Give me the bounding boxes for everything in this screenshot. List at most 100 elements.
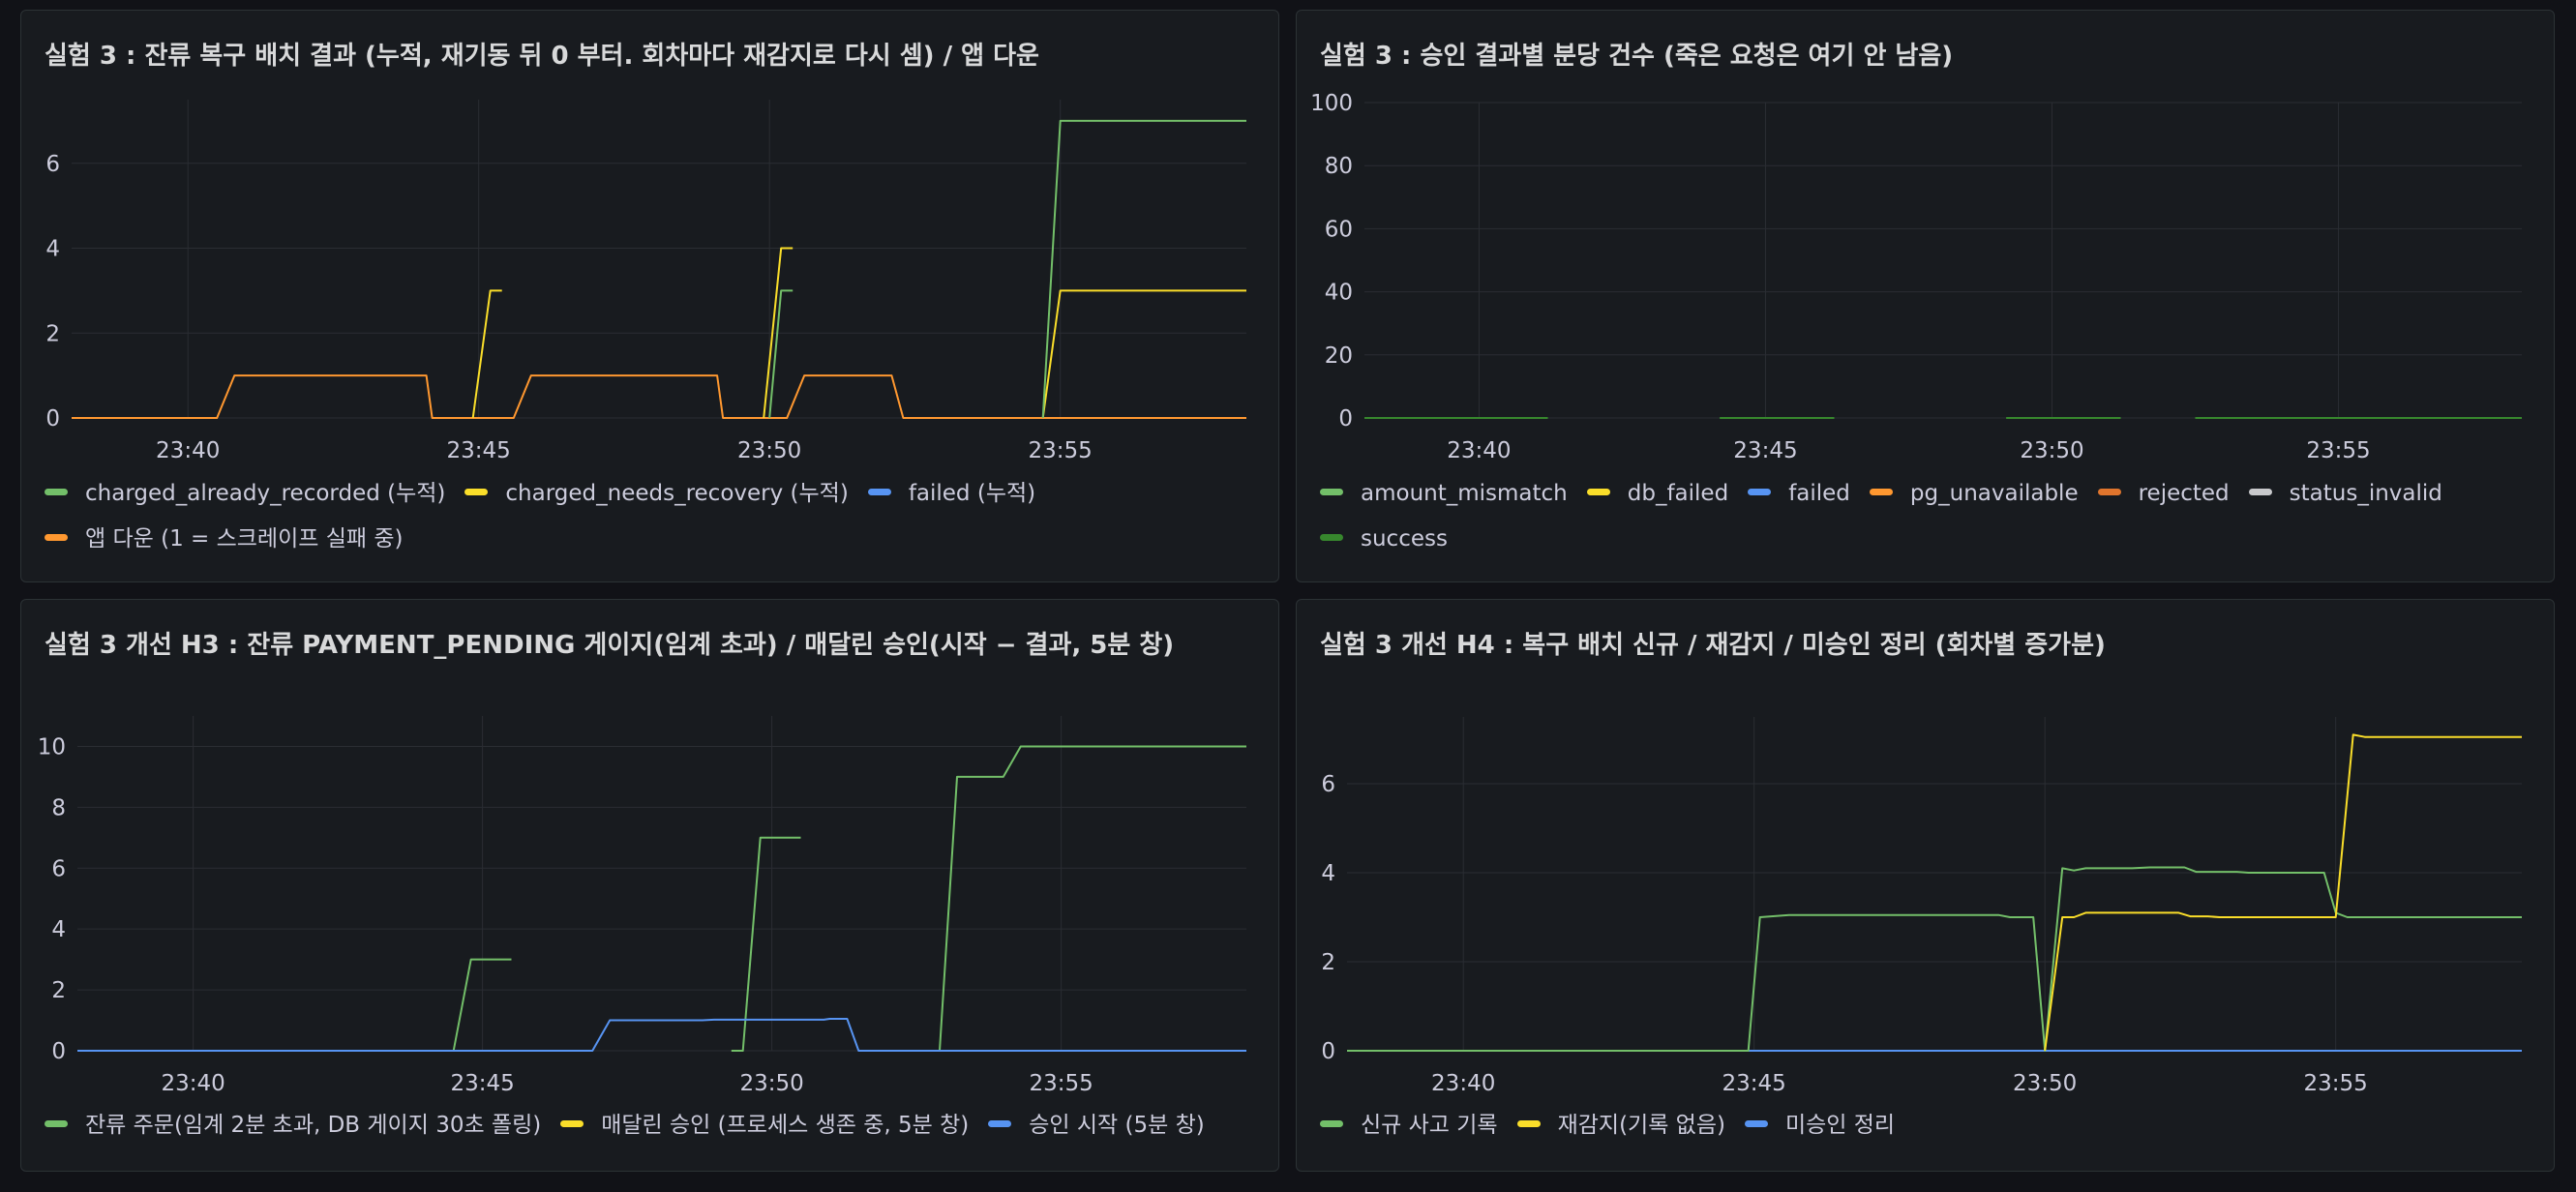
legend-item[interactable]: success: [1320, 517, 1448, 562]
legend: charged_already_recorded (누적) charged_nee…: [45, 471, 1263, 562]
panel-title[interactable]: 실험 3 : 승인 결과별 분당 건수 (죽은 요청은 여기 안 남음): [1320, 42, 1954, 71]
series-line: [72, 374, 1246, 419]
legend-item[interactable]: pg_unavailable: [1869, 471, 2079, 517]
series-line: [2044, 733, 2522, 1052]
legend-label: 승인 시작 (5분 창): [1029, 1113, 1205, 1138]
x-tick-label: 23:55: [1029, 438, 1093, 463]
legend-item[interactable]: amount_mismatch: [1320, 471, 1568, 517]
x-tick-label: 23:50: [737, 438, 801, 463]
legend-item[interactable]: rejected: [2097, 471, 2230, 517]
legend-swatch: [867, 489, 891, 495]
y-tick-label: 8: [51, 795, 66, 820]
chart-1: 0 2 4 6 23:40 23:45 23:50 23:55: [45, 100, 1246, 463]
x-tick-label: 23:45: [1733, 438, 1797, 463]
grid: [1364, 102, 2522, 419]
series-line: [471, 289, 502, 419]
legend-swatch: [1744, 1120, 1768, 1127]
y-tick-label: 80: [1325, 154, 1353, 179]
legend-item[interactable]: 신규 사고 기록: [1320, 1103, 1498, 1148]
series-line: [731, 836, 801, 1052]
x-tick-label: 23:40: [1431, 1071, 1495, 1096]
series-line: [1041, 289, 1246, 419]
legend-item[interactable]: failed: [1748, 471, 1850, 517]
legend-item[interactable]: 매달린 승인 (프로세스 생존 중, 5분 창): [560, 1103, 969, 1148]
x-tick-label: 23:50: [739, 1071, 803, 1096]
panel-4[interactable]: 실험 3 개선 H4 : 복구 배치 신규 / 재감지 / 미승인 정리 (회차…: [1296, 599, 2555, 1172]
series-line: [1041, 119, 1246, 419]
y-tick-label: 6: [51, 856, 66, 881]
x-tick-label: 23:45: [450, 1071, 514, 1096]
legend-item[interactable]: db_failed: [1586, 471, 1729, 517]
panel-title[interactable]: 실험 3 개선 H4 : 복구 배치 신규 / 재감지 / 미승인 정리 (회차…: [1320, 631, 2106, 660]
legend-swatch: [1869, 489, 1893, 495]
legend-swatch: [1516, 1120, 1541, 1127]
y-tick-label: 0: [1321, 1039, 1335, 1064]
series-line: [452, 958, 512, 1052]
y-tick-label: 4: [1321, 861, 1335, 886]
legend-item[interactable]: failed (누적): [867, 471, 1036, 517]
y-tick-label: 6: [1321, 772, 1335, 797]
y-tick-label: 10: [38, 734, 66, 760]
x-tick-label: 23:40: [1447, 438, 1511, 463]
panel-1[interactable]: 실험 3 : 잔류 복구 배치 결과 (누적, 재기동 뒤 0 부터. 회차마다…: [20, 10, 1279, 582]
y-tick-label: 40: [1325, 281, 1353, 306]
legend-swatch: [1320, 534, 1343, 541]
x-tick-label: 23:55: [1029, 1071, 1093, 1096]
legend-item[interactable]: 앱 다운 (1 = 스크레이프 실패 중): [45, 517, 403, 562]
series-line: [939, 745, 1246, 1052]
legend-label: db_failed: [1627, 481, 1729, 506]
x-tick-label: 23:40: [161, 1071, 225, 1096]
legend-swatch: [1320, 1120, 1343, 1127]
y-tick-label: 2: [51, 978, 66, 1003]
legend-label: 잔류 주문(임계 2분 초과, DB 게이지 30초 폴링): [85, 1113, 542, 1138]
y-tick-label: 6: [45, 152, 60, 177]
legend-item[interactable]: charged_needs_recovery (누적): [464, 471, 849, 517]
x-tick-label: 23:55: [2306, 438, 2370, 463]
grid: [77, 716, 1246, 1052]
x-tick-label: 23:45: [1722, 1071, 1786, 1096]
panel-2[interactable]: 실험 3 : 승인 결과별 분당 건수 (죽은 요청은 여기 안 남음) 0 20…: [1296, 10, 2555, 582]
legend-swatch: [2248, 489, 2272, 495]
y-tick-label: 4: [51, 917, 66, 942]
series-line: [768, 289, 794, 419]
chart-3: 0 2 4 6 8 10 23:40 23:45 23:50 23:55: [38, 716, 1246, 1096]
panel-title[interactable]: 실험 3 개선 H3 : 잔류 PAYMENT_PENDING 게이지(임계 초…: [45, 631, 1175, 660]
x-tick-label: 23:55: [2304, 1071, 2368, 1096]
legend-swatch: [45, 1120, 68, 1127]
legend-item[interactable]: status_invalid: [2248, 471, 2442, 517]
legend-swatch: [2097, 489, 2121, 495]
legend-label: pg_unavailable: [1909, 481, 2079, 506]
legend-label: failed (누적): [908, 481, 1036, 506]
series-line: [77, 1018, 1246, 1052]
y-tick-label: 2: [1321, 950, 1335, 975]
legend: 신규 사고 기록 재감지(기록 없음) 미승인 정리: [1320, 1103, 2538, 1148]
legend-label: 신규 사고 기록: [1361, 1113, 1498, 1138]
y-tick-label: 60: [1325, 217, 1353, 242]
legend-label: 앱 다운 (1 = 스크레이프 실패 중): [85, 526, 404, 551]
legend-swatch: [1586, 489, 1610, 495]
legend-item[interactable]: 잔류 주문(임계 2분 초과, DB 게이지 30초 폴링): [45, 1103, 541, 1148]
legend-item[interactable]: 재감지(기록 없음): [1516, 1103, 1725, 1148]
y-tick-label: 0: [1338, 406, 1353, 432]
legend-swatch: [464, 489, 489, 495]
x-tick-label: 23:45: [447, 438, 511, 463]
y-tick-label: 20: [1325, 343, 1353, 369]
y-tick-label: 100: [1310, 91, 1353, 116]
y-tick-label: 4: [45, 237, 60, 262]
legend-item[interactable]: 미승인 정리: [1744, 1103, 1895, 1148]
grid: [1347, 717, 2522, 1052]
grid: [72, 100, 1246, 419]
panel-title[interactable]: 실험 3 : 잔류 복구 배치 결과 (누적, 재기동 뒤 0 부터. 회차마다…: [45, 42, 1039, 71]
y-tick-label: 0: [51, 1039, 66, 1064]
legend-label: status_invalid: [2289, 481, 2442, 506]
panel-3[interactable]: 실험 3 개선 H3 : 잔류 PAYMENT_PENDING 게이지(임계 초…: [20, 599, 1279, 1172]
series-line: [763, 247, 794, 419]
legend-swatch: [45, 534, 68, 541]
legend-item[interactable]: charged_already_recorded (누적): [45, 471, 445, 517]
legend-swatch: [45, 489, 68, 495]
legend-item[interactable]: 승인 시작 (5분 창): [988, 1103, 1205, 1148]
legend: 잔류 주문(임계 2분 초과, DB 게이지 30초 폴링) 매달린 승인 (프로…: [45, 1103, 1263, 1148]
chart-2: 0 20 40 60 80 100 23:40 23:45 23:50 23:55: [1310, 91, 2522, 463]
legend-label: 재감지(기록 없음): [1557, 1113, 1725, 1138]
legend-label: amount_mismatch: [1361, 481, 1568, 506]
